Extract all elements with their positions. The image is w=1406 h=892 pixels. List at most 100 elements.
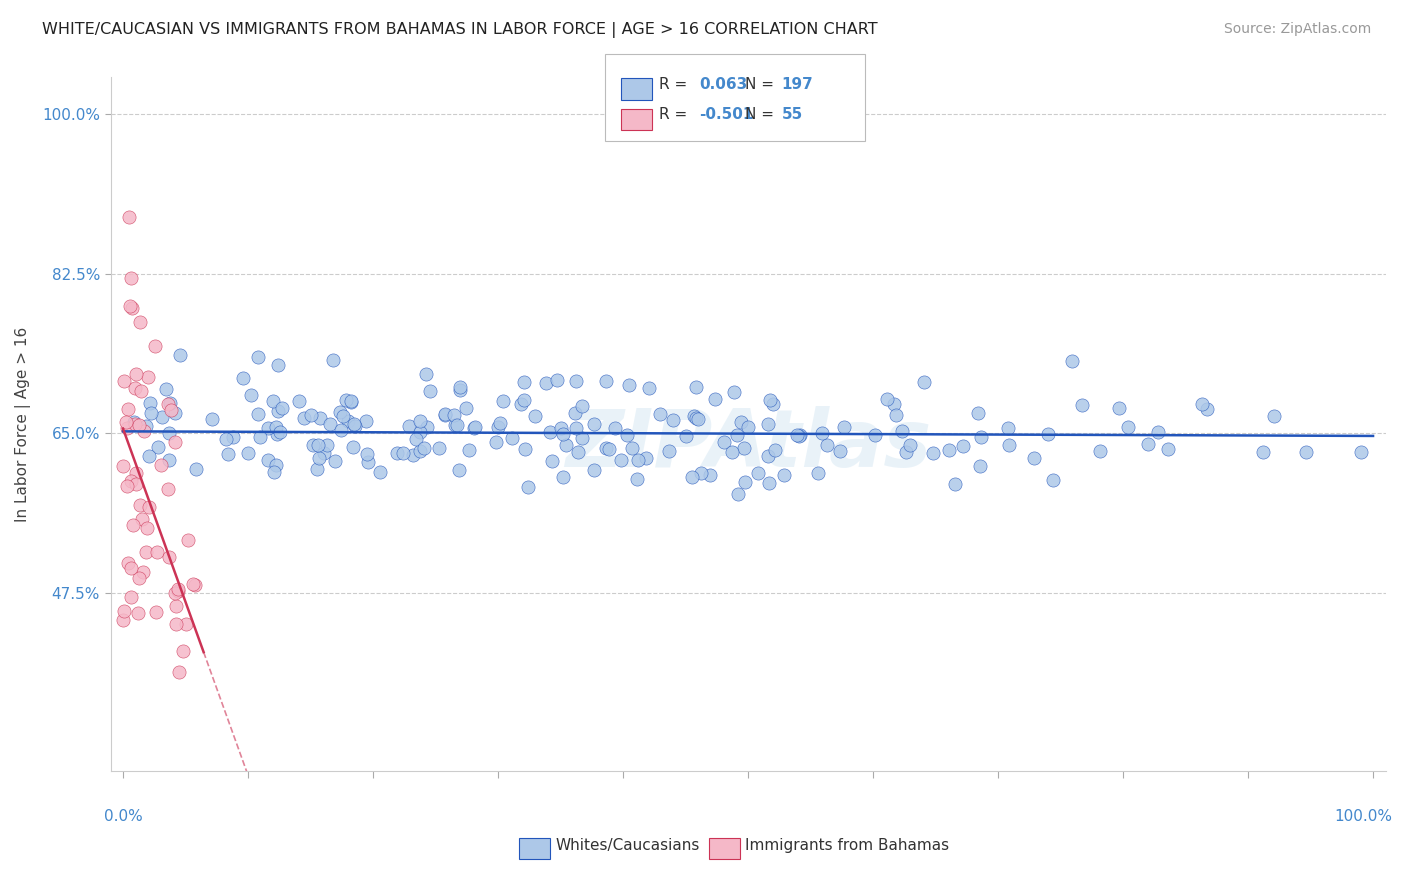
Point (269, 425, 291, 440)
Point (344, 419, 367, 434)
Point (302, 438, 325, 452)
Text: 55: 55 (782, 107, 803, 122)
Point (1157, 442, 1180, 456)
Point (713, 434, 735, 449)
Point (183, 578, 205, 592)
Point (343, 417, 366, 431)
Point (267, 358, 290, 372)
Point (683, 409, 706, 424)
Point (409, 443, 432, 458)
Point (1191, 397, 1213, 411)
Point (405, 432, 427, 446)
Point (172, 644, 194, 658)
Point (491, 394, 513, 409)
Text: WHITE/CAUCASIAN VS IMMIGRANTS FROM BAHAMAS IN LABOR FORCE | AGE > 16 CORRELATION: WHITE/CAUCASIAN VS IMMIGRANTS FROM BAHAM… (42, 22, 877, 38)
Point (737, 419, 759, 434)
Point (138, 449, 160, 463)
Point (952, 439, 974, 453)
Point (129, 384, 152, 398)
Point (884, 408, 907, 422)
Point (169, 348, 191, 362)
Point (582, 417, 605, 431)
Point (787, 429, 810, 443)
Point (786, 428, 808, 442)
Point (922, 446, 945, 460)
Point (571, 431, 593, 445)
Point (117, 401, 139, 416)
Point (141, 406, 163, 420)
Point (759, 393, 782, 408)
Point (262, 394, 284, 409)
Point (249, 430, 271, 444)
Point (891, 424, 914, 438)
Point (550, 420, 572, 434)
Point (157, 453, 180, 467)
Point (332, 409, 354, 423)
Point (546, 373, 568, 387)
Point (534, 376, 557, 391)
Point (239, 388, 262, 402)
Point (789, 428, 811, 442)
Point (686, 412, 709, 426)
Point (427, 441, 450, 455)
Point (997, 421, 1019, 435)
Point (449, 384, 471, 398)
Point (368, 465, 391, 479)
Point (512, 375, 534, 389)
Point (685, 411, 707, 425)
Point (681, 470, 703, 484)
Point (308, 451, 330, 466)
Point (264, 420, 287, 434)
Point (356, 447, 378, 461)
Point (661, 413, 683, 427)
Point (157, 482, 180, 496)
Text: Source: ZipAtlas.com: Source: ZipAtlas.com (1223, 22, 1371, 37)
Point (772, 467, 794, 482)
Point (129, 498, 152, 512)
Point (308, 411, 330, 425)
Text: -0.501: -0.501 (699, 107, 754, 122)
Point (567, 444, 589, 458)
Point (541, 453, 564, 467)
Point (758, 476, 780, 491)
Point (1042, 473, 1064, 487)
Point (970, 430, 993, 444)
Point (163, 434, 186, 449)
Point (648, 407, 671, 421)
Point (463, 421, 485, 435)
Point (433, 408, 456, 422)
Point (354, 414, 377, 428)
Point (449, 380, 471, 394)
Point (595, 375, 617, 389)
Point (564, 406, 586, 420)
Point (1116, 419, 1139, 434)
Point (316, 438, 339, 452)
Point (553, 470, 575, 484)
Point (636, 451, 658, 466)
Point (157, 425, 180, 440)
Point (120, 475, 142, 489)
Point (464, 420, 486, 434)
Point (184, 462, 207, 476)
Point (398, 419, 420, 434)
Point (443, 408, 465, 422)
Point (1071, 398, 1094, 412)
Point (658, 444, 681, 458)
Point (217, 447, 239, 461)
Point (409, 425, 432, 439)
Point (458, 443, 481, 458)
Point (689, 466, 711, 480)
Point (340, 394, 363, 409)
Point (969, 458, 991, 473)
Point (1295, 445, 1317, 459)
Point (246, 350, 269, 364)
Point (416, 420, 439, 434)
Point (215, 432, 238, 446)
Point (828, 443, 851, 458)
Text: Whites/Caucasians: Whites/Caucasians (555, 838, 700, 854)
Point (266, 426, 288, 441)
Point (747, 466, 769, 480)
Point (1036, 427, 1059, 442)
Point (1062, 354, 1084, 368)
Point (120, 271, 142, 285)
